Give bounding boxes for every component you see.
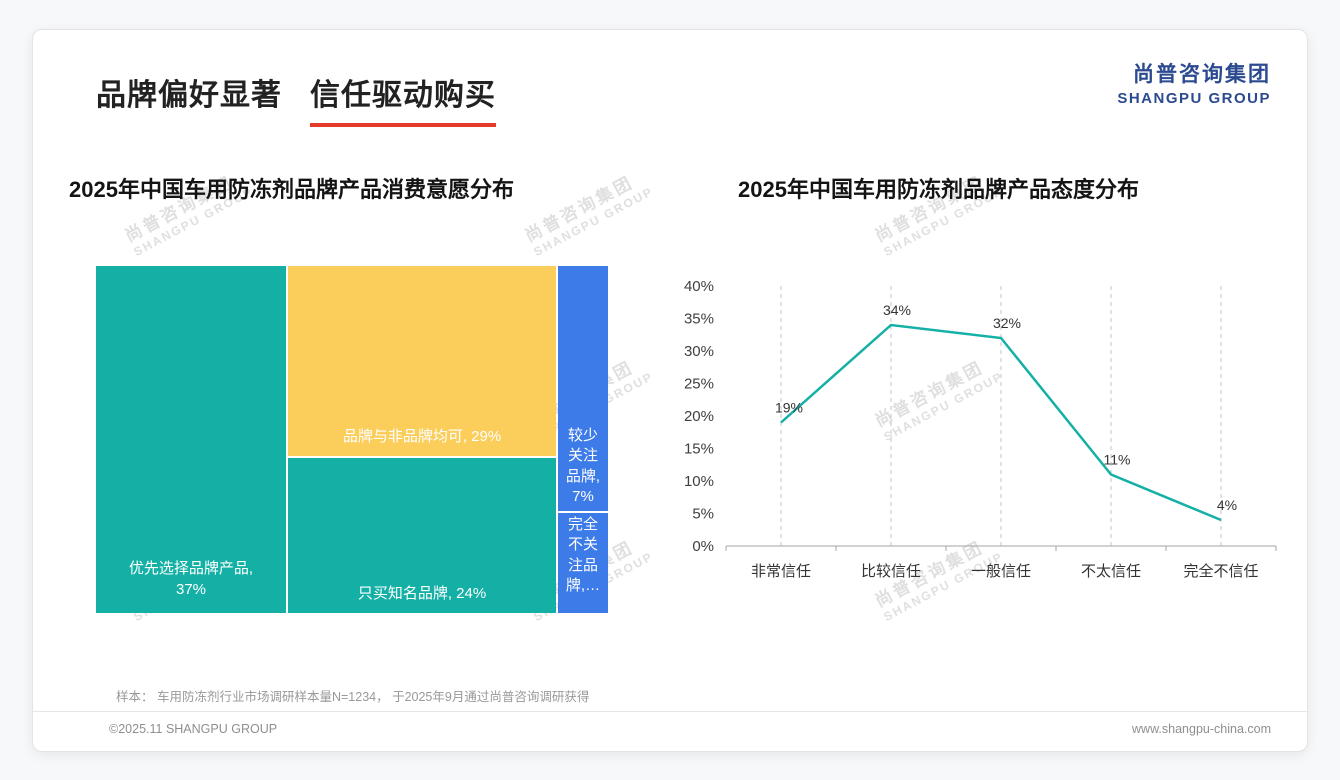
page-title-part1: 品牌偏好显著 — [96, 79, 282, 112]
company-logo: 尚普咨询集团 SHANGPU GROUP — [1117, 58, 1271, 107]
footer-website: www.shangpu-china.com — [1132, 722, 1271, 736]
x-axis-category-label: 完全不信任 — [1183, 562, 1258, 580]
treemap-label-famous-brand-only: 只买知名品牌, 24% — [288, 583, 556, 605]
slide-content: 品牌偏好显著 信任驱动购买 尚普咨询集团 SHANGPU GROUP 2025年… — [33, 30, 1307, 751]
treemap-block-little-attention: 较少关注品牌, 7% — [558, 266, 608, 511]
treemap-label-brand-or-not: 品牌与非品牌均可, 29% — [288, 426, 556, 448]
page-title-part2-underlined: 信任驱动购买 — [310, 70, 496, 127]
page-title: 品牌偏好显著 信任驱动购买 — [96, 70, 496, 127]
y-axis-tick-label: 15% — [684, 441, 714, 458]
y-axis-tick-label: 5% — [692, 506, 714, 523]
y-axis-tick-label: 30% — [684, 343, 714, 360]
line-chart-title: 2025年中国车用防冻剂品牌产品态度分布 — [738, 172, 1139, 204]
data-point-label: 34% — [883, 302, 911, 318]
treemap-label-prefer-brand: 优先选择品牌产品, 37% — [96, 558, 286, 602]
treemap-block-famous-brand-only: 只买知名品牌, 24% — [288, 458, 556, 613]
x-axis-category-label: 一般信任 — [971, 563, 1031, 580]
attitude-line-chart: 0% 5% 10% 15% 20% 25% 30% 35% 40% 19% 34% 32% 11% 4% 非… — [656, 256, 1286, 586]
footer-copyright: ©2025.11 SHANGPU GROUP — [109, 722, 277, 736]
y-axis-tick-label: 0% — [692, 538, 714, 555]
y-axis-tick-label: 10% — [684, 473, 714, 490]
data-point-label: 19% — [775, 400, 803, 416]
y-axis-tick-label: 40% — [684, 278, 714, 295]
x-axis-category-label: 不太信任 — [1081, 563, 1141, 580]
footer-divider — [33, 711, 1307, 712]
treemap-block-brand-or-not: 品牌与非品牌均可, 29% — [288, 266, 556, 456]
data-point-label: 11% — [1104, 452, 1131, 468]
treemap-label-no-attention: 完全不关注品牌,… — [558, 513, 608, 598]
y-axis-tick-label: 35% — [684, 311, 714, 328]
slide-card: 尚普咨询集团SHANGPU GROUP尚普咨询集团SHANGPU GROUP尚普… — [32, 29, 1308, 752]
data-point-label: 4% — [1217, 497, 1237, 513]
logo-english-name: SHANGPU GROUP — [1117, 90, 1271, 107]
x-axis-category-label: 非常信任 — [751, 563, 811, 580]
treemap-label-little-attention: 较少关注品牌, 7% — [558, 426, 608, 507]
logo-chinese-name: 尚普咨询集团 — [1117, 58, 1271, 88]
sample-footnote: 样本： 车用防冻剂行业市场调研样本量N=1234， 于2025年9月通过尚普咨询… — [116, 686, 589, 705]
page-title-space — [291, 79, 300, 112]
x-axis-category-label: 比较信任 — [861, 562, 921, 580]
treemap-block-prefer-brand: 优先选择品牌产品, 37% — [96, 266, 286, 613]
y-axis-tick-label: 25% — [684, 376, 714, 393]
treemap-chart-title: 2025年中国车用防冻剂品牌产品消费意愿分布 — [69, 172, 514, 204]
data-point-label: 32% — [993, 315, 1021, 331]
y-axis-tick-label: 20% — [684, 408, 714, 425]
consumption-willingness-treemap: 优先选择品牌产品, 37% 品牌与非品牌均可, 29% 只买知名品牌, 24% … — [96, 266, 608, 613]
treemap-block-no-attention: 完全不关注品牌,… — [558, 513, 608, 613]
